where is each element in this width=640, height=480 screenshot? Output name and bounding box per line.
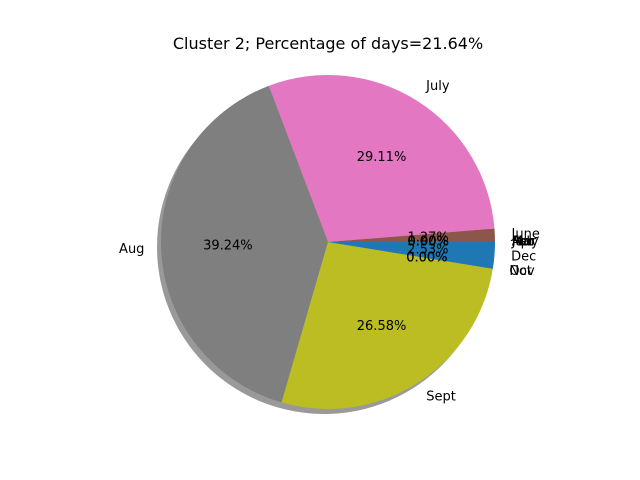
slice-label-july: July	[425, 79, 450, 94]
slice-label-nov: Nov	[509, 264, 535, 279]
slice-label-oct: Oct	[509, 264, 531, 279]
slice-percent-june: 1.27%	[407, 230, 448, 245]
slice-label-dec: Dec	[511, 249, 536, 264]
slice-percent-jan: 0.00%	[408, 235, 449, 250]
slice-label-feb: Feb	[512, 235, 535, 250]
pie-slices	[161, 75, 496, 409]
slice-percent-mar: 0.00%	[408, 235, 449, 250]
slice-percent-nov: 0.00%	[406, 251, 447, 266]
slice-sept	[281, 242, 493, 409]
slice-june	[328, 228, 496, 242]
slice-label-sept: Sept	[426, 390, 456, 405]
slice-dec	[328, 242, 495, 269]
slice-label-may: May	[512, 235, 539, 250]
slice-aug	[161, 85, 328, 403]
slice-percent-july: 29.11%	[357, 150, 407, 165]
slice-percent-dec: 2.53%	[407, 243, 448, 258]
slice-percent-may: 0.00%	[408, 235, 449, 250]
slice-percent-apr: 0.00%	[408, 235, 449, 250]
slice-label-aug: Aug	[119, 242, 144, 257]
slice-percent-sept: 26.58%	[357, 319, 407, 334]
slice-label-apr: Apr	[512, 235, 535, 250]
slice-label-mar: Mar	[512, 235, 537, 250]
chart-title: Cluster 2; Percentage of days=21.64%	[173, 34, 483, 53]
pie-percent-labels: 0.00%0.00%0.00%0.00%0.00%1.27%29.11%39.2…	[203, 150, 449, 334]
slice-label-jan: Jan	[511, 235, 532, 250]
slice-july	[268, 75, 495, 242]
slice-percent-aug: 39.24%	[203, 239, 253, 254]
slice-percent-feb: 0.00%	[408, 235, 449, 250]
slice-percent-oct: 0.00%	[406, 251, 447, 266]
slice-label-june: June	[511, 227, 540, 242]
